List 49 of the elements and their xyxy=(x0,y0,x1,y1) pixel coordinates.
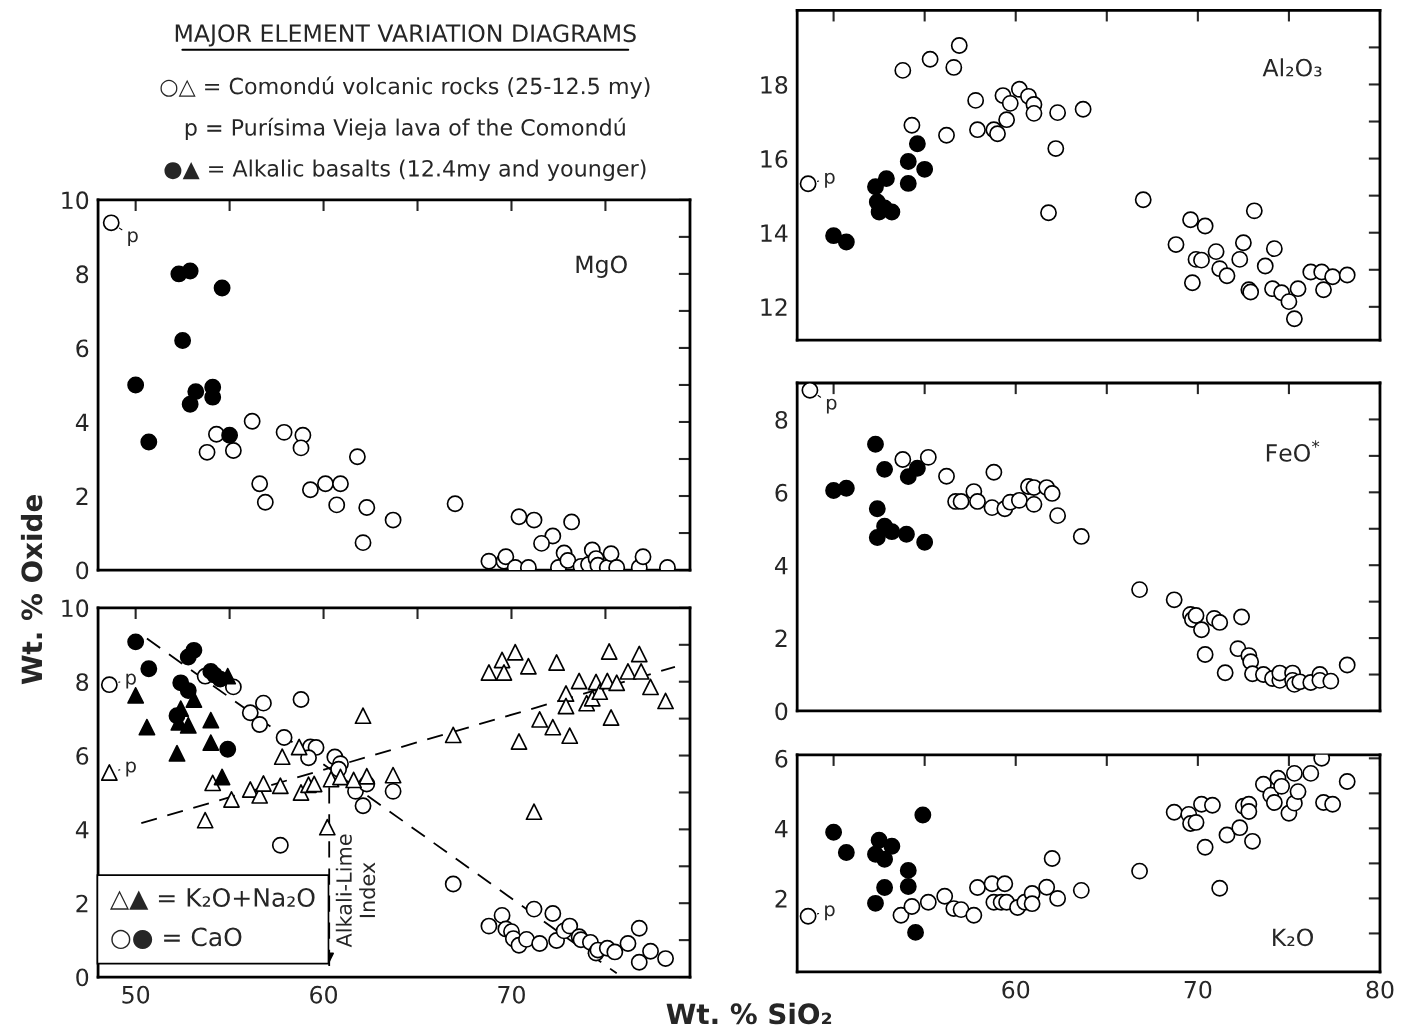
text: MgO xyxy=(576,255,627,278)
data-label: p xyxy=(826,398,837,414)
data-label: p xyxy=(126,673,136,689)
data-label: p xyxy=(126,761,136,777)
y-tick-label: 6 xyxy=(76,746,89,765)
y-tick-label: 6 xyxy=(775,749,788,768)
y-tick-label: 8 xyxy=(76,265,89,284)
y-tick-label: 6 xyxy=(76,339,89,358)
annotation: △▲ = K₂O+Na₂O xyxy=(109,888,315,910)
data-label: p xyxy=(825,905,835,921)
x-tick-label: 70 xyxy=(1184,980,1212,999)
y-tick-label: 2 xyxy=(76,487,88,505)
data-label: p xyxy=(825,172,835,188)
x-tick-label: 70 xyxy=(498,985,525,1004)
y-tick-label: 12 xyxy=(761,298,787,316)
data-label: p xyxy=(128,231,138,247)
annotation: ○● = CaO xyxy=(111,927,242,950)
ref-line-label: Alkali-Lime Index xyxy=(335,834,376,948)
y-tick-label: 0 xyxy=(76,968,89,987)
text: ●▲ = Alkalic basalts (12.4my and younger) xyxy=(164,159,646,182)
x-tick-label: 60 xyxy=(310,985,338,1004)
x-axis-title: Wt. % SiO₂ xyxy=(666,1002,832,1025)
text: FeO$^{*}$ xyxy=(1266,440,1320,462)
y-tick-label: 16 xyxy=(761,150,788,168)
y-tick-label: 14 xyxy=(761,224,788,242)
text: K₂O xyxy=(1273,928,1313,947)
text: ○△ = Comondú volcanic rocks (25-12.5 my) xyxy=(160,76,650,99)
y-tick-label: 2 xyxy=(775,629,787,648)
y-axis-title: Wt. % Oxide xyxy=(20,495,43,685)
y-tick-label: 0 xyxy=(76,561,89,580)
text: MAJOR ELEMENT VARIATION DIAGRAMS xyxy=(175,24,636,47)
text: p = Purísima Vieja lava of the Comondú xyxy=(185,117,625,141)
text: Al₂O₃ xyxy=(1262,58,1322,77)
y-tick-label: 4 xyxy=(75,821,89,839)
y-tick-label: 8 xyxy=(775,410,788,429)
x-tick-label: 60 xyxy=(1002,980,1030,999)
y-tick-label: 10 xyxy=(62,599,89,618)
x-tick-label: 50 xyxy=(122,985,150,1004)
y-tick-label: 4 xyxy=(75,413,89,431)
y-tick-label: 2 xyxy=(76,894,88,913)
y-tick-label: 6 xyxy=(775,483,788,502)
y-tick-label: 18 xyxy=(761,75,788,94)
x-tick-label: 80 xyxy=(1366,980,1394,999)
y-tick-label: 4 xyxy=(774,556,788,575)
y-tick-label: 10 xyxy=(62,191,89,210)
y-tick-label: 0 xyxy=(775,702,788,721)
y-tick-label: 2 xyxy=(775,889,787,908)
y-tick-label: 8 xyxy=(76,673,89,692)
y-tick-label: 4 xyxy=(774,820,788,838)
